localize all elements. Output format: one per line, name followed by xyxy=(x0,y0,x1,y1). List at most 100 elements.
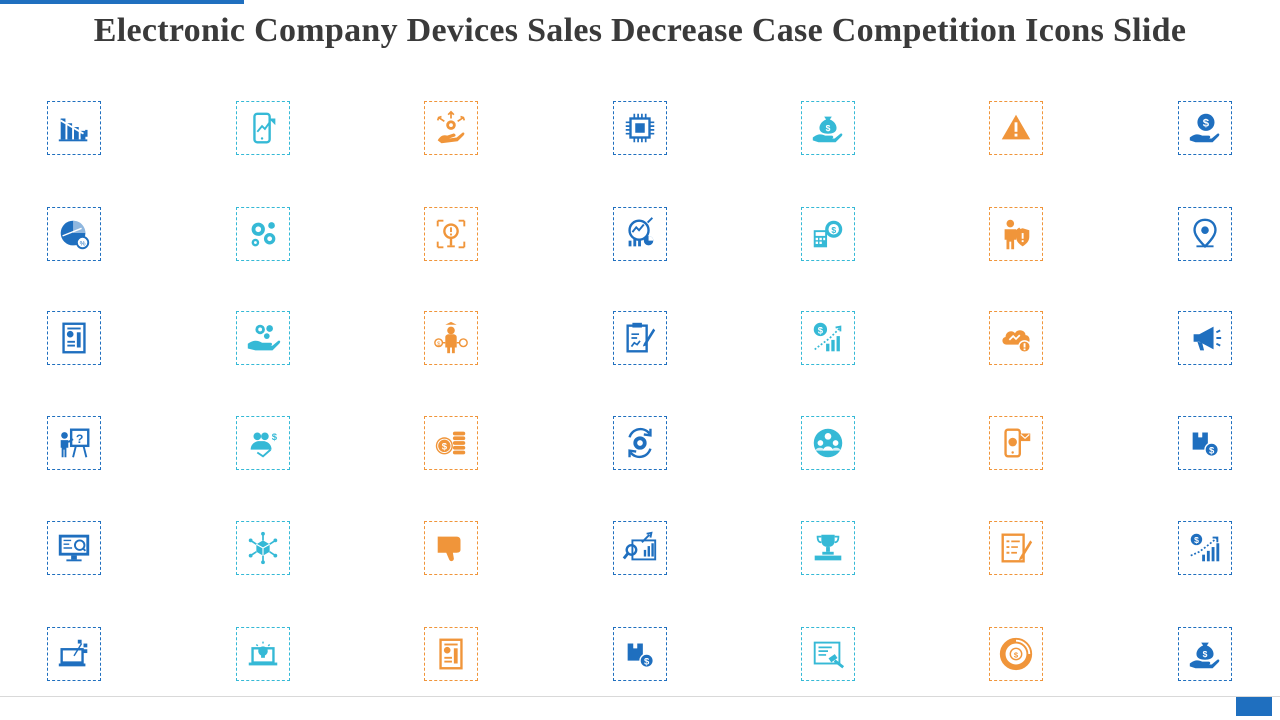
icon-tile xyxy=(989,311,1043,365)
svg-text:%: % xyxy=(80,240,86,247)
cube-network-icon xyxy=(248,531,278,565)
trophy-podium-icon xyxy=(814,534,842,561)
gear-refresh-icon xyxy=(628,427,652,459)
icon-tile: $ xyxy=(989,627,1043,681)
icon-tile: $ xyxy=(1178,521,1232,575)
icon-tile xyxy=(47,521,101,575)
idea-laptop-icon xyxy=(248,641,278,666)
hand-arrows-gear-icon xyxy=(436,110,466,144)
dollar-growth-chart-icon: $ xyxy=(813,322,842,352)
mobile-message-icon xyxy=(1004,428,1031,458)
svg-text:$: $ xyxy=(1203,118,1210,130)
icon-tile xyxy=(801,521,855,575)
certificate-gavel-icon xyxy=(813,641,845,669)
box-dollar-icon: $ xyxy=(627,643,655,669)
icon-tile xyxy=(989,521,1043,575)
icon-tile xyxy=(47,627,101,681)
svg-text:$: $ xyxy=(1194,535,1199,545)
icon-tile: $ xyxy=(801,207,855,261)
report-chart-icon xyxy=(439,638,463,670)
piggy-pie-chart-icon: % xyxy=(60,220,90,250)
coins-stack-icon: $ xyxy=(435,431,466,455)
icon-tile xyxy=(613,521,667,575)
smartphone-growth-icon xyxy=(253,112,276,144)
icon-tile: $ xyxy=(1178,416,1232,470)
icon-tile xyxy=(613,311,667,365)
thumbs-down-icon xyxy=(437,536,461,562)
icon-tile xyxy=(989,416,1043,470)
calculator-gear-icon: $ xyxy=(813,220,843,248)
megaphone-icon xyxy=(1193,326,1222,351)
dollar-donut-chart-icon: $ xyxy=(999,637,1033,671)
svg-text:$: $ xyxy=(826,123,831,133)
icon-tile xyxy=(801,416,855,470)
icon-tile xyxy=(989,101,1043,155)
icon-tile: ? xyxy=(47,416,101,470)
search-growth-chart-icon xyxy=(622,531,657,561)
person-dollar-options-icon: $ xyxy=(434,321,468,354)
icon-tile: $ xyxy=(613,627,667,681)
icon-tile xyxy=(424,101,478,155)
icon-tile xyxy=(47,101,101,155)
community-circle-icon xyxy=(813,428,843,458)
icon-tile: $ xyxy=(1178,101,1232,155)
icon-tile: $ xyxy=(801,311,855,365)
slide-title: Electronic Company Devices Sales Decreas… xyxy=(93,12,1187,49)
hand-money-bag-icon: $ xyxy=(1189,642,1220,669)
icon-tile: $ xyxy=(424,311,478,365)
laptop-network-icon xyxy=(58,639,88,667)
icon-tile xyxy=(236,627,290,681)
icon-tile xyxy=(613,207,667,261)
icon-tile xyxy=(1178,311,1232,365)
icon-tile xyxy=(236,101,290,155)
icon-tile xyxy=(1178,207,1232,261)
presenter-question-board-icon: ? xyxy=(60,428,90,458)
monitor-network-analysis-icon xyxy=(58,534,90,562)
location-pin-icon xyxy=(1193,218,1217,248)
declining-bar-chart-icon xyxy=(58,118,88,142)
svg-text:$: $ xyxy=(1209,445,1215,456)
target-alert-icon xyxy=(436,219,466,249)
businessman-shield-icon xyxy=(1004,219,1030,250)
icon-tile xyxy=(424,627,478,681)
footer-divider xyxy=(0,696,1280,697)
icon-tile xyxy=(989,207,1043,261)
icon-tile xyxy=(613,101,667,155)
icon-tile: $ xyxy=(236,416,290,470)
svg-text:$: $ xyxy=(831,225,836,235)
icon-tile xyxy=(424,521,478,575)
cloud-warning-icon xyxy=(1002,330,1031,353)
report-document-icon xyxy=(62,322,86,354)
svg-text:?: ? xyxy=(76,432,84,446)
icon-tile: $ xyxy=(424,416,478,470)
dollar-bar-growth-icon: $ xyxy=(1190,533,1220,562)
svg-text:$: $ xyxy=(1014,650,1019,659)
magnifier-chart-icon xyxy=(628,217,654,247)
hand-money-bag-icon: $ xyxy=(812,116,843,143)
svg-text:$: $ xyxy=(437,342,441,348)
svg-text:$: $ xyxy=(1203,649,1208,659)
clipboard-pen-icon xyxy=(626,322,656,353)
checklist-pen-icon xyxy=(1001,533,1033,563)
footer-accent-block xyxy=(1236,697,1272,716)
icon-tile xyxy=(613,416,667,470)
icon-tile: $ xyxy=(801,101,855,155)
icon-tile xyxy=(236,207,290,261)
icon-tile: % xyxy=(47,207,101,261)
icon-tile xyxy=(801,627,855,681)
icon-tile xyxy=(424,207,478,261)
icon-tile: $ xyxy=(1178,627,1232,681)
icon-tile xyxy=(236,521,290,575)
team-dollar-icon: $ xyxy=(250,432,278,458)
hand-gear-icon xyxy=(247,324,281,351)
top-accent-bar xyxy=(0,0,244,4)
icon-tile xyxy=(236,311,290,365)
gears-icon xyxy=(251,222,276,247)
svg-text:$: $ xyxy=(644,656,650,667)
icon-tile xyxy=(47,311,101,365)
svg-text:$: $ xyxy=(442,442,448,453)
svg-text:$: $ xyxy=(272,432,278,443)
warning-triangle-icon xyxy=(1001,114,1031,140)
svg-text:$: $ xyxy=(818,325,824,336)
